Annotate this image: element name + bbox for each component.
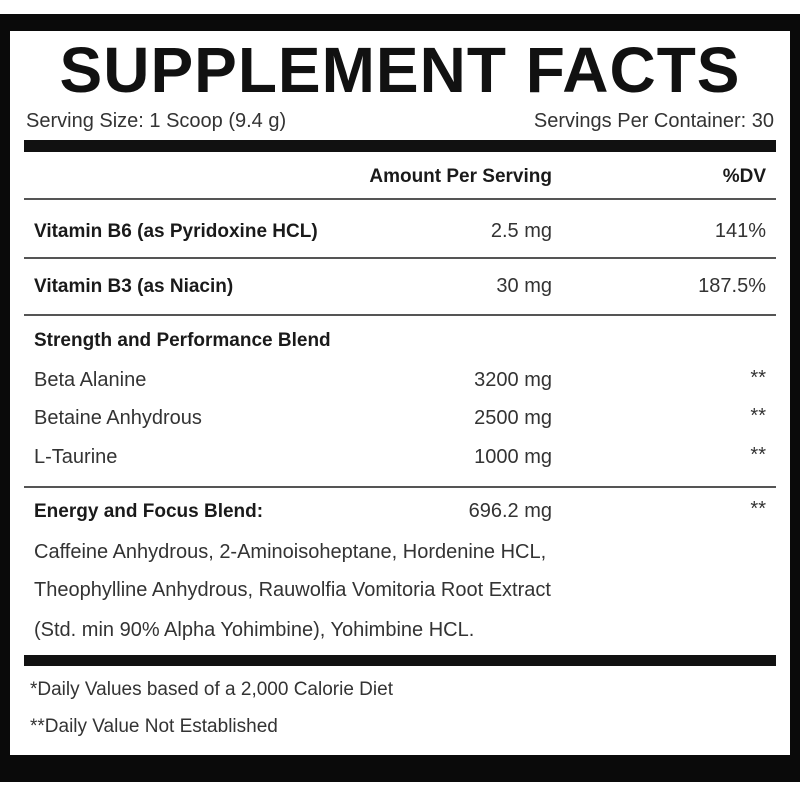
ingredient-amount: 3200 mg xyxy=(474,369,552,391)
vitamin-amount: 2.5 mg xyxy=(490,220,552,242)
ingredient-list-line: (Std. min 90% Alpha Yohimbine), Yohimbin… xyxy=(34,619,475,641)
ingredient-name: Betaine Anhydrous xyxy=(34,407,202,429)
vitamin-amount: 30 mg xyxy=(496,275,552,297)
dv-header: %DV xyxy=(722,166,766,187)
vitamin-name: Vitamin B6 (as Pyridoxine HCL) xyxy=(34,221,318,242)
amount-per-serving-header: Amount Per Serving xyxy=(369,166,552,187)
ingredient-dv: ** xyxy=(750,444,766,466)
footnote-not-established: **Daily Value Not Established xyxy=(30,716,278,737)
energy-blend-dv: ** xyxy=(750,498,766,520)
serving-size: Serving Size: 1 Scoop (9.4 g) xyxy=(26,110,287,132)
divider xyxy=(24,314,776,316)
vitamin-dv: 187.5% xyxy=(698,275,766,297)
vitamin-dv: 141% xyxy=(714,220,766,242)
ingredient-name: Beta Alanine xyxy=(34,369,147,391)
divider xyxy=(24,198,776,200)
ingredient-amount: 2500 mg xyxy=(474,407,552,429)
vitamin-name: Vitamin B3 (as Niacin) xyxy=(34,276,234,297)
thick-divider xyxy=(24,140,776,152)
divider xyxy=(24,486,776,488)
ingredient-name: L-Taurine xyxy=(34,446,118,468)
thick-divider xyxy=(24,655,776,666)
energy-blend-title: Energy and Focus Blend: xyxy=(34,501,264,522)
ingredient-list-line: Theophylline Anhydrous, Rauwolfia Vomito… xyxy=(34,579,551,601)
ingredient-dv: ** xyxy=(750,367,766,389)
ingredient-dv: ** xyxy=(750,405,766,427)
energy-blend-amount: 696.2 mg xyxy=(468,500,552,522)
ingredient-list-line: Caffeine Anhydrous, 2-Aminoisoheptane, H… xyxy=(34,541,547,563)
label-title: SUPPLEMENT FACTS xyxy=(59,34,741,106)
ingredient-amount: 1000 mg xyxy=(474,446,552,468)
strength-blend-title: Strength and Performance Blend xyxy=(34,330,331,351)
footnote-daily-values: *Daily Values based of a 2,000 Calorie D… xyxy=(30,679,393,700)
servings-per-container: Servings Per Container: 30 xyxy=(533,110,774,132)
divider xyxy=(24,257,776,259)
